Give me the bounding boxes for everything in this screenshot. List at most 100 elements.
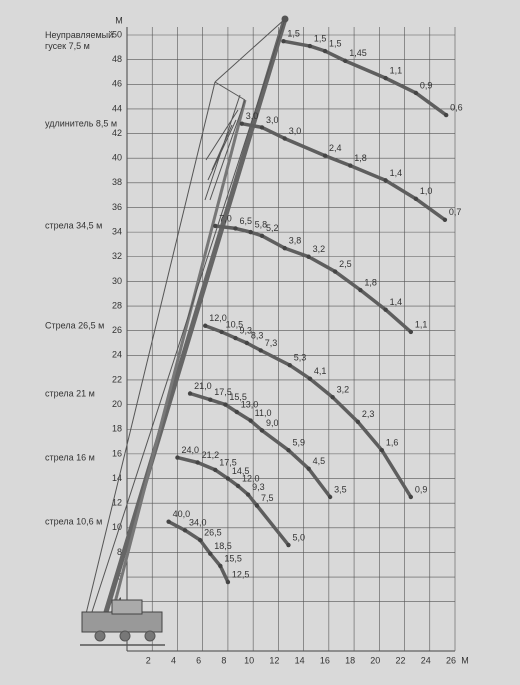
point-label: 11,0: [255, 408, 272, 418]
crane-drawing: [80, 15, 289, 646]
point-label: 3,2: [337, 385, 350, 395]
series-name: стрела 21 м: [45, 388, 95, 398]
point-label: 0,9: [420, 80, 433, 90]
point-label: 17,5: [219, 457, 237, 467]
point: [233, 226, 238, 231]
point: [233, 335, 238, 341]
point-label: 1,0: [420, 186, 433, 196]
point: [322, 153, 328, 158]
point: [307, 43, 313, 49]
load-curve: [166, 519, 230, 584]
point: [208, 397, 213, 402]
point: [287, 362, 292, 368]
point-label: 1,5: [329, 38, 342, 48]
point-label: 5,9: [292, 438, 305, 448]
point: [408, 329, 414, 335]
grid: 4681012141618202224262830323436384042444…: [112, 15, 469, 665]
point: [306, 254, 311, 259]
point-label: 1,1: [390, 65, 403, 75]
point-label: 17,5: [214, 387, 232, 397]
point-label: 3,2: [313, 244, 326, 254]
point: [348, 163, 353, 168]
point: [175, 455, 180, 460]
y-axis-unit: М: [115, 15, 123, 25]
series-name: Неуправляемый гусек 7,5 м: [45, 30, 114, 52]
y-tick-label: 48: [112, 54, 122, 64]
y-tick-label: 30: [112, 276, 122, 286]
y-tick-label: 34: [112, 226, 122, 236]
point: [208, 551, 213, 556]
point: [343, 58, 348, 64]
point-label: 13,0: [241, 399, 259, 409]
y-tick-label: 10: [112, 522, 122, 532]
point-label: 8,3: [251, 330, 264, 340]
point-label: 12,5: [232, 569, 250, 579]
x-tick-label: 8: [221, 655, 226, 665]
y-tick-label: 24: [112, 350, 122, 360]
y-tick-label: 22: [112, 374, 122, 384]
point-label: 0,9: [415, 484, 428, 494]
point: [413, 90, 419, 96]
point-label: 9,3: [252, 482, 265, 492]
point-label: 10,5: [226, 319, 244, 329]
point-label: 2,3: [362, 409, 375, 419]
point: [213, 223, 218, 229]
point-label: 1,4: [390, 168, 403, 178]
point-label: 15,5: [224, 553, 242, 563]
point-label: 7,0: [219, 213, 232, 223]
point: [239, 121, 244, 126]
point: [383, 75, 388, 81]
point: [195, 460, 200, 465]
point: [358, 287, 363, 293]
point: [258, 348, 263, 353]
point: [282, 136, 287, 141]
point: [248, 418, 253, 423]
point: [379, 447, 385, 453]
point-label: 3,0: [246, 111, 259, 121]
point-label: 5,2: [266, 223, 279, 233]
point-label: 3,0: [266, 115, 279, 125]
y-tick-label: 46: [112, 79, 122, 89]
load-curve: [240, 121, 447, 222]
y-tick-label: 6: [117, 571, 122, 581]
point: [245, 492, 251, 497]
point: [413, 196, 419, 202]
point: [259, 428, 265, 433]
y-tick-label: 26: [112, 325, 122, 335]
y-tick-label: 42: [112, 128, 122, 138]
point-label: 1,45: [349, 48, 367, 58]
point: [248, 229, 253, 235]
y-tick-label: 8: [117, 547, 122, 557]
point-label: 40,0: [173, 509, 191, 519]
point: [306, 466, 311, 471]
point-label: 1,5: [314, 33, 327, 43]
y-tick-label: 12: [112, 498, 122, 508]
y-tick-label: 18: [112, 424, 122, 434]
load-curve: [175, 455, 291, 547]
x-tick-label: 10: [244, 655, 254, 665]
y-tick-label: 50: [112, 29, 122, 39]
point: [282, 245, 287, 251]
series-name: стрела 10,6 м: [45, 516, 103, 527]
point: [281, 38, 286, 44]
point-label: 4,5: [313, 456, 326, 466]
point-label: 2,4: [329, 143, 342, 153]
point: [223, 402, 228, 407]
point-label: 1,5: [287, 29, 300, 39]
point-label: 6,5: [239, 216, 252, 226]
point: [408, 494, 414, 500]
point-label: 34,0: [189, 518, 207, 528]
point: [286, 542, 291, 548]
x-tick-label: 4: [171, 655, 176, 665]
point: [213, 467, 218, 473]
point: [225, 579, 231, 585]
point-label: 12,0: [209, 313, 227, 323]
point: [327, 494, 333, 500]
y-tick-label: 20: [112, 399, 122, 409]
point-label: 9,0: [266, 418, 279, 428]
point: [307, 376, 313, 381]
y-tick-label: 38: [112, 177, 122, 187]
point-label: 7,3: [265, 338, 278, 348]
point-label: 9,3: [239, 325, 252, 335]
